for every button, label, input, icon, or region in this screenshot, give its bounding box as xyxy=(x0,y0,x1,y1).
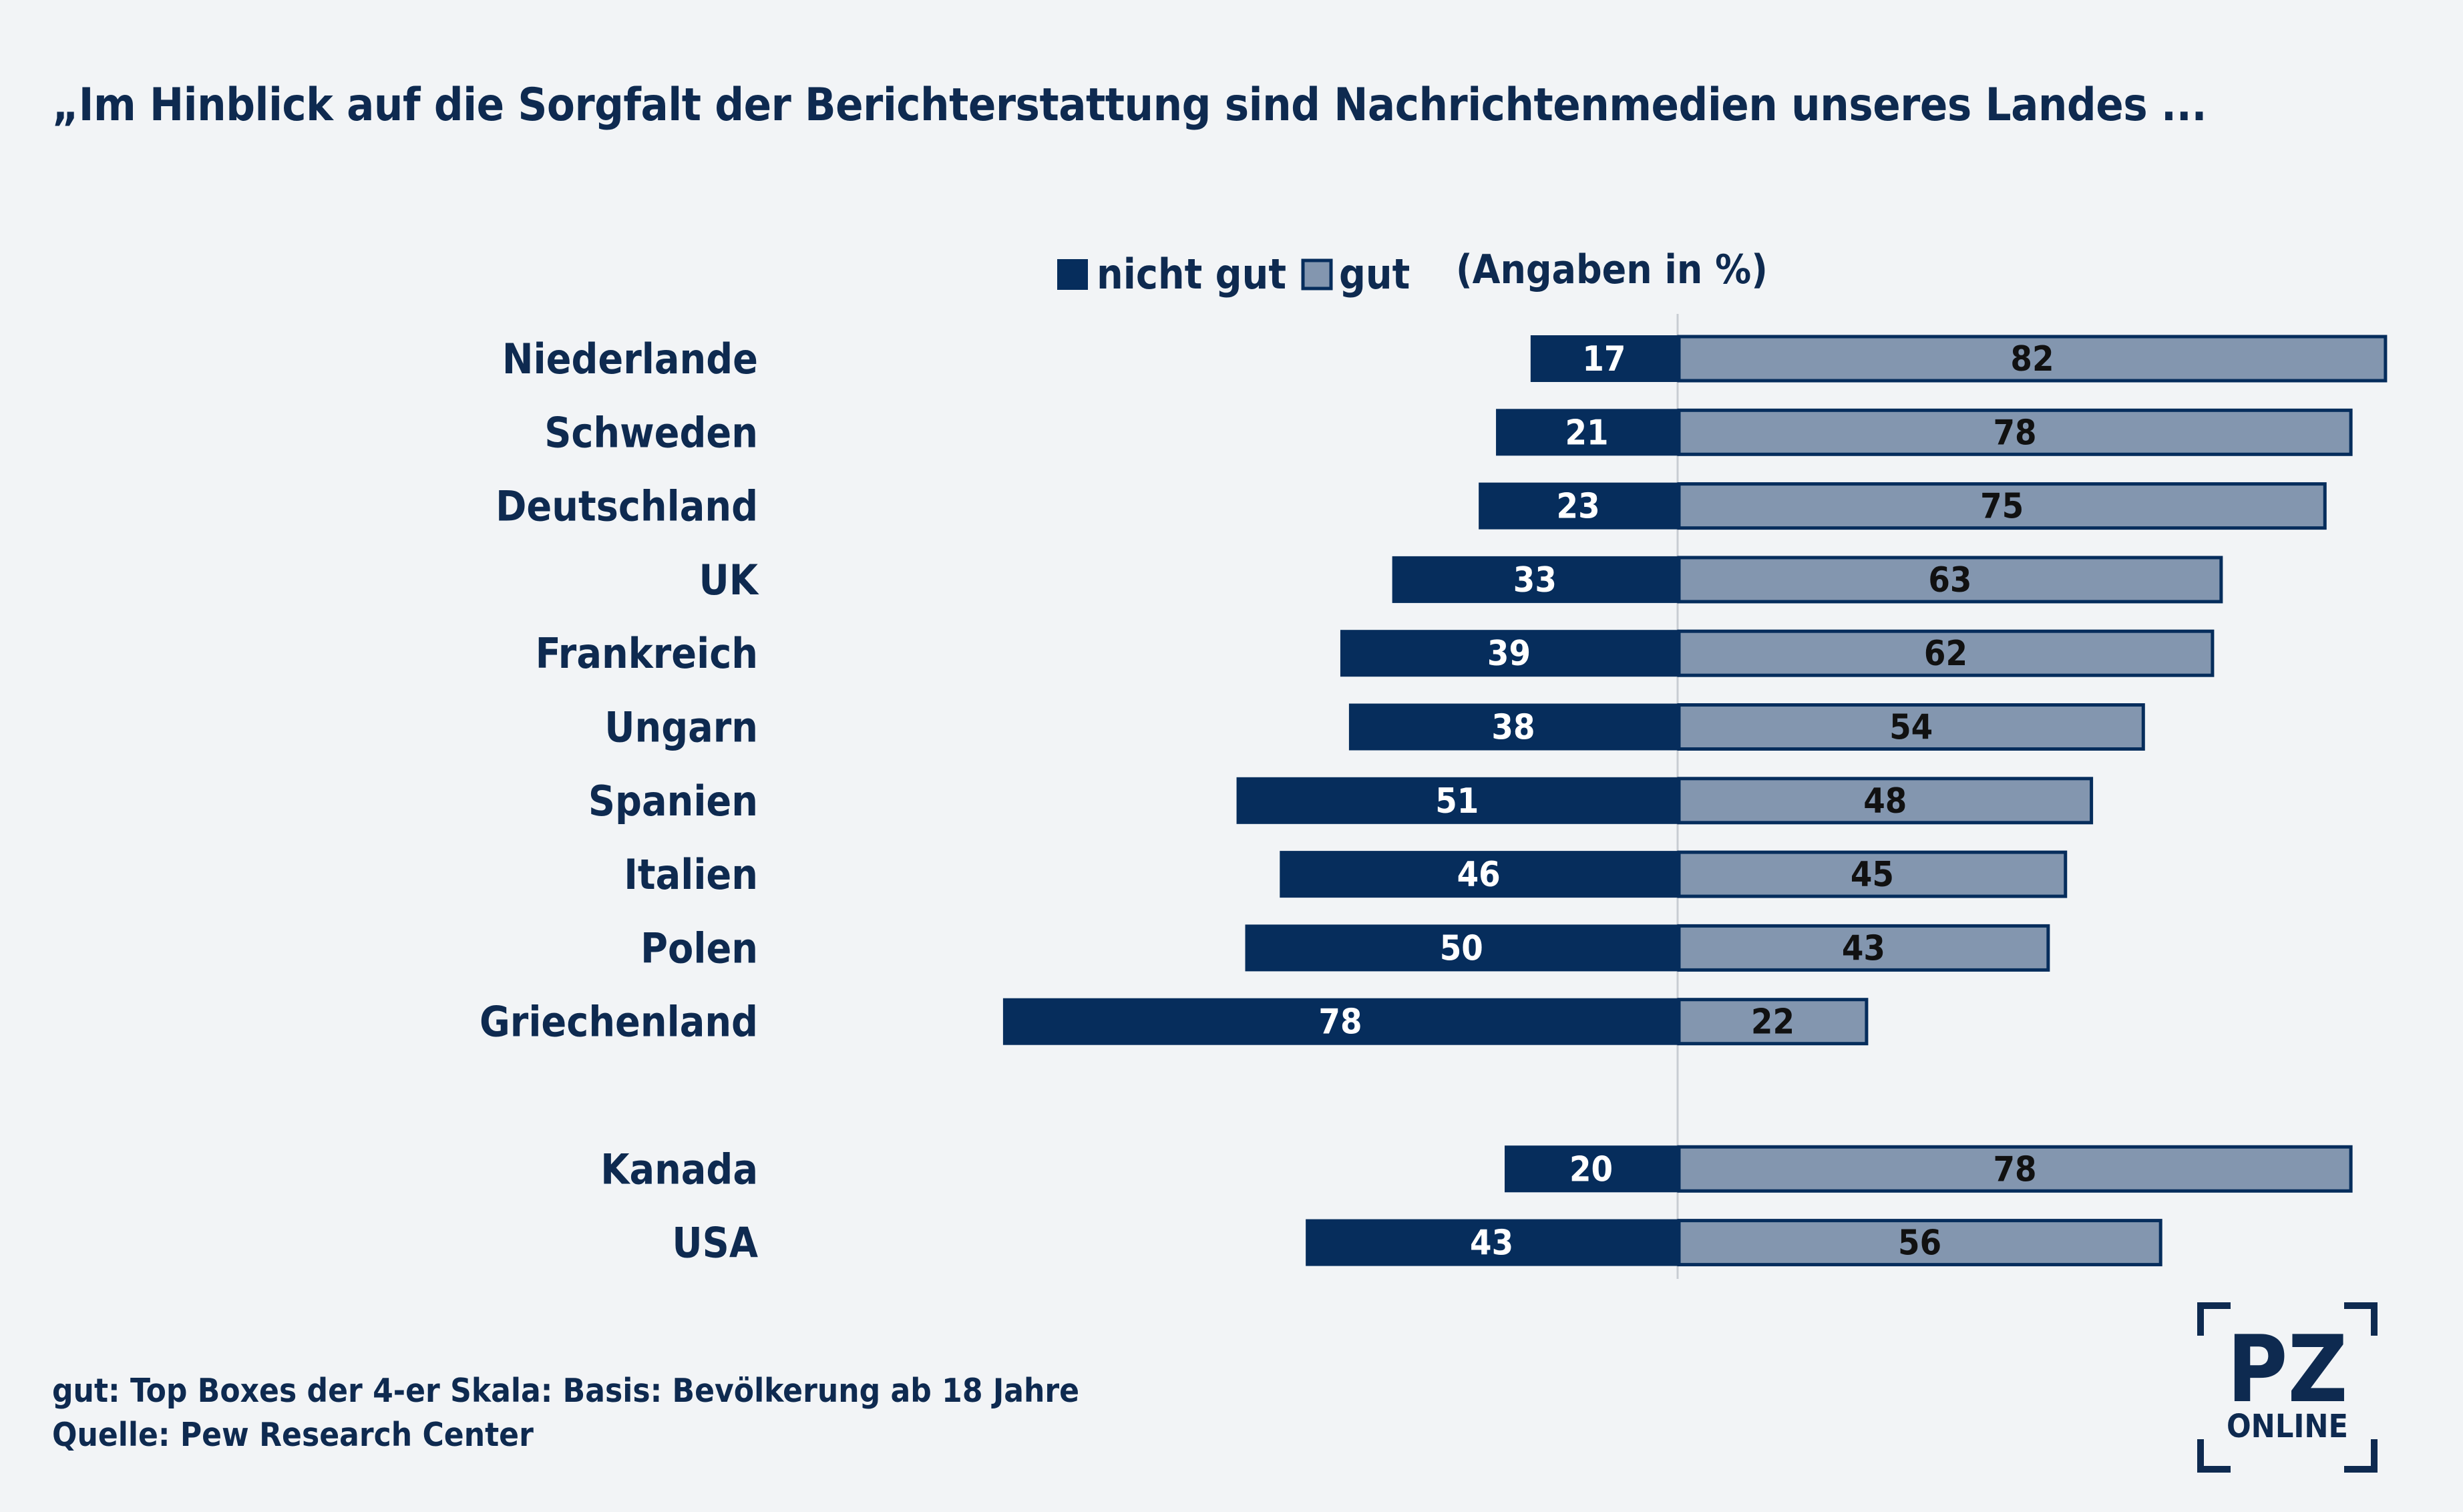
value-label-nicht-gut: 20 xyxy=(1569,1149,1613,1189)
bar-row-frankreich: Frankreich 39 62 xyxy=(536,629,2215,678)
footer-note: gut: Top Boxes der 4-er Skala: Basis: Be… xyxy=(52,1372,1079,1410)
value-label-gut: 75 xyxy=(1980,487,2024,527)
value-label-gut: 54 xyxy=(1889,708,1933,748)
bar-gut xyxy=(1677,777,2094,825)
bar-gut xyxy=(1677,1219,2162,1267)
bar-nicht-gut xyxy=(1306,1219,1678,1266)
bar-row-polen: Polen 50 43 xyxy=(640,924,2050,972)
value-label-gut: 43 xyxy=(1842,928,1885,968)
bar-nicht-gut xyxy=(1236,777,1678,824)
bar-nicht-gut xyxy=(1496,409,1678,456)
bar-gut xyxy=(1677,924,2050,972)
value-label-nicht-gut: 23 xyxy=(1557,487,1600,527)
bar-nicht-gut xyxy=(1348,703,1678,751)
legend-swatch-gut xyxy=(1301,258,1333,291)
category-label: Polen xyxy=(640,924,758,972)
value-label-nicht-gut: 39 xyxy=(1487,634,1531,674)
chart-legend: nicht gut gut (Angaben in %) xyxy=(1057,246,1768,299)
value-label-nicht-gut: 50 xyxy=(1440,928,1483,968)
value-label-gut: 48 xyxy=(1863,781,1907,821)
bar-nicht-gut xyxy=(1530,335,1678,382)
logo-main: PZ xyxy=(2227,1316,2348,1423)
bar-gut xyxy=(1677,408,2353,456)
bar-gut xyxy=(1677,1145,2353,1193)
pz-online-logo: PZ ONLINE xyxy=(2197,1302,2378,1473)
value-label-nicht-gut: 38 xyxy=(1491,708,1535,748)
legend-swatch-nicht-gut xyxy=(1057,259,1088,290)
value-label-nicht-gut: 17 xyxy=(1582,339,1626,379)
logo-sub: ONLINE xyxy=(2227,1408,2348,1445)
bar-gut xyxy=(1677,850,2068,898)
value-label-nicht-gut: 43 xyxy=(1470,1223,1513,1264)
bar-row-spanien: Spanien 51 48 xyxy=(588,777,2094,825)
bar-row-kanada: Kanada 20 78 xyxy=(600,1145,2353,1193)
bar-nicht-gut xyxy=(1280,851,1678,898)
bar-nicht-gut xyxy=(1245,924,1678,972)
bar-row-italien: Italien 46 45 xyxy=(624,850,2068,899)
bar-row-ungarn: Ungarn 38 54 xyxy=(604,703,2145,752)
chart-footer: gut: Top Boxes der 4-er Skala: Basis: Be… xyxy=(52,1369,1079,1457)
legend-label-gut: gut xyxy=(1339,250,1410,299)
chart-title: „Im Hinblick auf die Sorgfalt der Berich… xyxy=(52,79,2207,132)
bar-row-deutschland: Deutschland 23 75 xyxy=(496,482,2327,531)
category-label: USA xyxy=(672,1219,758,1268)
legend-label-nicht-gut: nicht gut xyxy=(1097,250,1286,299)
value-label-gut: 45 xyxy=(1851,855,1894,895)
bar-gut xyxy=(1677,998,1869,1046)
diverging-bar-chart: nicht gut gut (Angaben in %) Niederlande 17… xyxy=(480,246,2388,1279)
category-label: Deutschland xyxy=(496,482,758,531)
value-label-gut: 63 xyxy=(1928,560,1971,600)
category-label: Schweden xyxy=(544,408,758,457)
bar-row-uk: UK 33 63 xyxy=(699,556,2223,604)
bar-nicht-gut xyxy=(1392,556,1678,603)
value-label-gut: 22 xyxy=(1751,1002,1794,1043)
bar-gut xyxy=(1677,629,2215,677)
value-label-gut: 56 xyxy=(1898,1223,1941,1264)
category-label: Spanien xyxy=(588,777,758,825)
bar-nicht-gut xyxy=(1479,482,1678,530)
bar-gut xyxy=(1677,335,2388,383)
category-label: Griechenland xyxy=(480,998,758,1047)
bar-row-schweden: Schweden 21 78 xyxy=(544,408,2353,457)
category-label: Kanada xyxy=(600,1145,758,1193)
bar-gut xyxy=(1677,703,2145,751)
value-label-nicht-gut: 78 xyxy=(1318,1002,1362,1043)
category-label: Italien xyxy=(624,850,758,899)
value-label-gut: 82 xyxy=(2010,339,2054,379)
value-label-nicht-gut: 51 xyxy=(1435,781,1479,821)
bar-row-niederlande: Niederlande 17 82 xyxy=(502,335,2388,383)
bar-nicht-gut xyxy=(1002,998,1678,1045)
unit-note: (Angaben in %) xyxy=(1456,246,1768,293)
category-label: Frankreich xyxy=(536,629,758,678)
value-label-gut: 78 xyxy=(1993,1149,2036,1189)
footer-source: Quelle: Pew Research Center xyxy=(52,1416,534,1454)
bar-nicht-gut xyxy=(1340,630,1678,677)
value-label-nicht-gut: 21 xyxy=(1565,413,1608,453)
bar-row-usa: USA 43 56 xyxy=(672,1219,2162,1268)
category-label: Niederlande xyxy=(502,335,758,383)
bar-gut xyxy=(1677,482,2327,530)
bar-gut xyxy=(1677,556,2223,604)
value-label-gut: 78 xyxy=(1993,413,2036,453)
value-label-nicht-gut: 33 xyxy=(1513,560,1557,600)
category-label: UK xyxy=(699,556,759,604)
bar-nicht-gut xyxy=(1505,1145,1678,1193)
value-label-nicht-gut: 46 xyxy=(1457,855,1501,895)
value-label-gut: 62 xyxy=(1924,634,1967,674)
category-label: Ungarn xyxy=(604,703,758,752)
bar-row-griechenland: Griechenland 78 22 xyxy=(480,998,1869,1047)
